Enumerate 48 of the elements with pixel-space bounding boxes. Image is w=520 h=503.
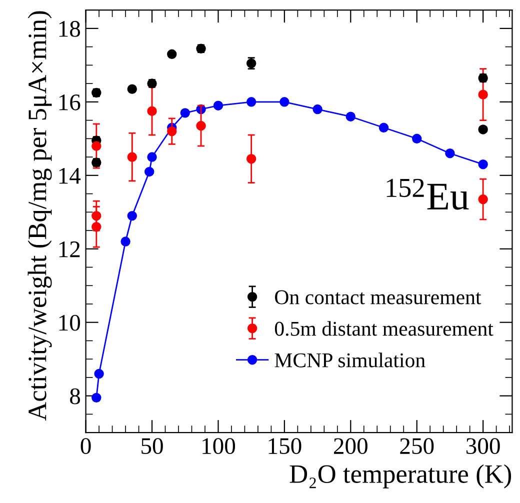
point — [94, 368, 104, 379]
y-tick-label: 12 — [59, 241, 80, 258]
x-tick-label: 50 — [142, 438, 163, 454]
point — [147, 106, 157, 116]
y-tick-label: 10 — [59, 314, 80, 331]
point — [445, 148, 455, 158]
y-tick-label: 14 — [59, 168, 81, 184]
x-tick-label: 250 — [400, 438, 434, 454]
point — [478, 160, 488, 170]
point — [478, 124, 488, 134]
x-tick-label: 0 — [80, 438, 91, 454]
x-axis-title: D₂O temperature (K) — [290, 464, 512, 488]
y-tick-label: 16 — [59, 94, 80, 110]
point — [120, 236, 130, 246]
point — [147, 152, 157, 162]
x-tick-label: 300 — [466, 438, 500, 454]
point — [144, 166, 154, 177]
point — [92, 222, 102, 232]
point — [246, 97, 256, 107]
point — [478, 90, 488, 100]
point — [213, 100, 224, 110]
point — [312, 104, 322, 114]
point — [92, 141, 102, 151]
legend-label: 0.5m distant measurement — [274, 321, 494, 336]
point — [246, 154, 256, 164]
annotation: $^{152}$Eu — [386, 178, 469, 210]
y-tick-label: 18 — [59, 20, 80, 37]
point — [346, 112, 356, 122]
point — [167, 49, 177, 60]
point — [378, 122, 389, 132]
point — [127, 84, 138, 94]
point — [127, 210, 138, 221]
point — [167, 126, 177, 136]
y-tick-label: 8 — [70, 388, 80, 404]
point — [478, 194, 488, 204]
point — [196, 120, 206, 131]
x-tick-label: 150 — [268, 438, 302, 454]
point — [127, 152, 138, 162]
point — [280, 97, 290, 107]
x-tick-label: 200 — [334, 438, 368, 454]
y-axis-title: Activity/weight (Bq/mg per 5μA×min) — [28, 11, 52, 421]
x-tick-label: 100 — [202, 438, 236, 454]
point — [92, 392, 102, 403]
legend-label: On contact measurement — [275, 290, 482, 304]
legend-label: MCNP simulation — [274, 352, 426, 368]
point — [180, 108, 190, 118]
point — [412, 134, 422, 144]
point — [92, 210, 102, 221]
